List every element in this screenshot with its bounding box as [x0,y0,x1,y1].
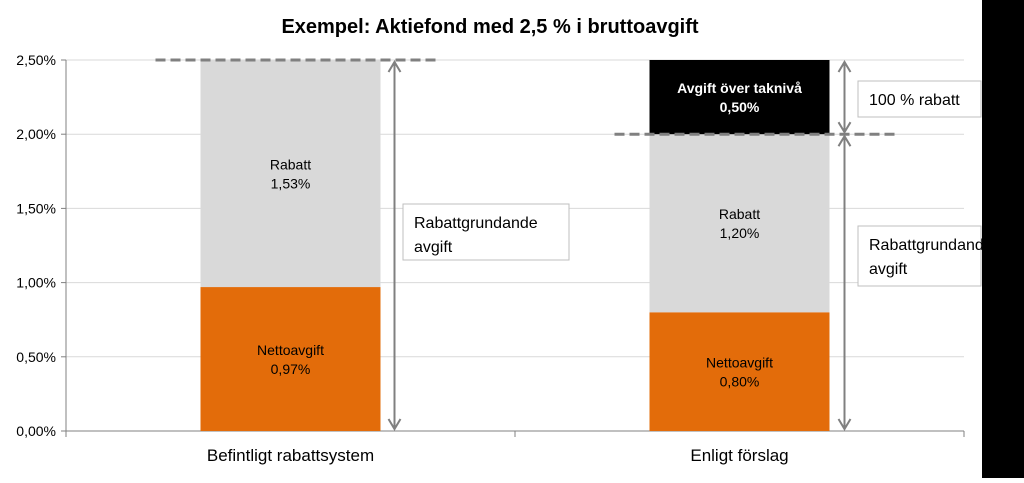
data-label-value: 0,50% [720,99,760,115]
bars [200,60,830,431]
data-label-name: Rabatt [719,206,760,222]
side-black-band [982,0,1024,478]
data-label-name: Nettoavgift [257,342,324,358]
data-label-name: Avgift över taknivå [677,80,802,96]
data-label-name: Rabatt [270,157,311,173]
data-labels: Nettoavgift 0,97% Rabatt 1,53% Nettoavgift 0,… [257,80,802,390]
annotation-box-right [857,225,982,287]
bar-segment-rabatt [649,134,830,313]
data-label-value: 0,80% [720,374,760,390]
arrow-top-head-top [837,60,852,73]
annotation-box-right-text: Rabattgrundande [869,237,993,254]
annotation-box-left-text: avgift [414,239,453,256]
arrow-right-head-bottom [837,418,852,431]
data-label-value: 1,20% [720,225,760,241]
annotation-box-right-text: avgift [869,261,908,278]
arrow-right-head-top [837,134,852,147]
data-label-value: 0,97% [271,361,311,377]
annotation-box-left [402,203,570,261]
y-tick-label: 2,50% [16,52,56,68]
data-label-name: Nettoavgift [706,355,773,371]
annotations: Rabattgrundande avgift Rabattgrundande avgi… [155,58,993,431]
bar-segment-netto [200,287,381,431]
y-tick-label: 1,50% [16,200,56,216]
annotation-box-top-text: 100 % rabatt [869,92,960,109]
arrow-left-head-top [387,60,402,73]
arrow-top-head-bottom [837,121,852,135]
data-label-value: 1,53% [271,176,311,192]
y-tick-label: 0,50% [16,349,56,365]
chart-title: Exempel: Aktiefond med 2,5 % i bruttoavg… [281,16,698,38]
y-tick-label: 2,00% [16,126,56,142]
x-category-label: Enligt förslag [690,446,788,465]
arrow-left-head-bottom [387,418,402,431]
annotation-box-left-text: Rabattgrundande [414,215,538,232]
bar-segment-rabatt [200,60,381,288]
annotation-box-top [857,80,982,118]
y-tick-label: 1,00% [16,275,56,291]
x-category-label: Befintligt rabattsystem [207,446,374,465]
bar-segment-over [649,60,830,135]
bar-segment-netto [649,312,830,431]
y-tick-label: 0,00% [16,423,56,439]
